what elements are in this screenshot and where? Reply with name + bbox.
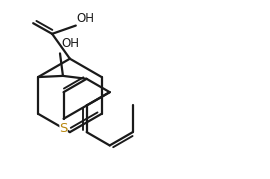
Text: OH: OH: [62, 37, 80, 50]
Text: OH: OH: [76, 12, 94, 25]
Text: S: S: [59, 122, 68, 135]
